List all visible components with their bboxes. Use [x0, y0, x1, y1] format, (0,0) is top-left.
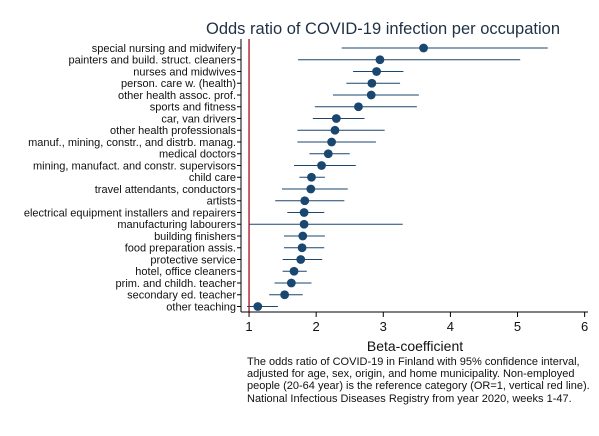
y-tick-label-1: painters and build. struct. cleaners: [68, 55, 236, 67]
point-10: [317, 161, 326, 170]
point-8: [327, 137, 337, 147]
point-2: [372, 67, 381, 76]
point-17: [297, 243, 307, 253]
x-tick-label-5: 5: [514, 319, 521, 334]
y-tick-label-9: medical doctors: [159, 149, 237, 161]
x-tick-label-3: 3: [380, 319, 387, 334]
point-5: [354, 102, 363, 112]
y-tick-label-11: child care: [189, 172, 236, 184]
y-tick-label-19: hotel, office cleaners: [135, 266, 236, 278]
point-11: [307, 172, 316, 182]
y-tick-label-20: prim. and childh. teacher: [116, 278, 237, 290]
point-21: [280, 290, 290, 300]
point-20: [286, 278, 296, 288]
x-tick-label-6: 6: [581, 319, 588, 334]
y-tick-label-8: manuf., mining, constr., and distrb. man…: [28, 137, 236, 149]
y-tick-label-22: other teaching: [166, 301, 236, 313]
chart-title: Odds ratio of COVID-19 infection per occ…: [206, 20, 561, 38]
y-tick-label-0: special nursing and midwifery: [92, 43, 237, 55]
point-14: [299, 208, 309, 217]
point-16: [298, 231, 308, 241]
point-15: [299, 219, 309, 229]
y-tick-label-18: protective service: [150, 254, 236, 266]
point-12: [306, 184, 316, 194]
point-13: [300, 196, 310, 206]
point-18: [296, 255, 306, 264]
x-axis-label: Beta-coefficient: [367, 338, 463, 354]
chart-note: The odds ratio of COVID-19 in Finland wi…: [247, 356, 590, 405]
y-tick-label-15: manufacturing labourers: [117, 219, 236, 231]
y-tick-label-4: other health assoc. prof.: [118, 90, 236, 102]
y-tick-label-5: sports and fitness: [150, 102, 237, 114]
y-tick-label-16: building finishers: [154, 231, 236, 243]
y-tick-label-10: mining, manufact. and constr. supervisor…: [33, 160, 236, 172]
y-tick-label-14: electrical equipment installers and repa…: [24, 207, 237, 219]
y-tick-label-12: travel attendants, conductors: [95, 184, 237, 196]
y-tick-label-13: artists: [207, 196, 237, 208]
point-22: [253, 302, 263, 311]
point-6: [331, 114, 341, 123]
x-tick-label-2: 2: [313, 319, 320, 334]
x-tick-label-1: 1: [245, 319, 252, 334]
y-tick-label-3: person. care w. (health): [121, 78, 236, 90]
y-tick-label-17: food preparation assis.: [125, 243, 236, 255]
y-tick-label-2: nurses and midwives: [133, 66, 236, 78]
point-0: [419, 43, 428, 53]
point-19: [289, 266, 299, 276]
point-4: [366, 90, 376, 100]
y-tick-label-7: other health professionals: [110, 125, 236, 137]
x-tick-label-4: 4: [447, 319, 454, 334]
point-7: [330, 125, 340, 135]
y-tick-label-6: car, van drivers: [161, 113, 236, 125]
point-3: [367, 78, 377, 88]
y-tick-label-21: secondary ed. teacher: [127, 290, 236, 302]
point-1: [375, 55, 385, 65]
point-9: [323, 149, 333, 159]
